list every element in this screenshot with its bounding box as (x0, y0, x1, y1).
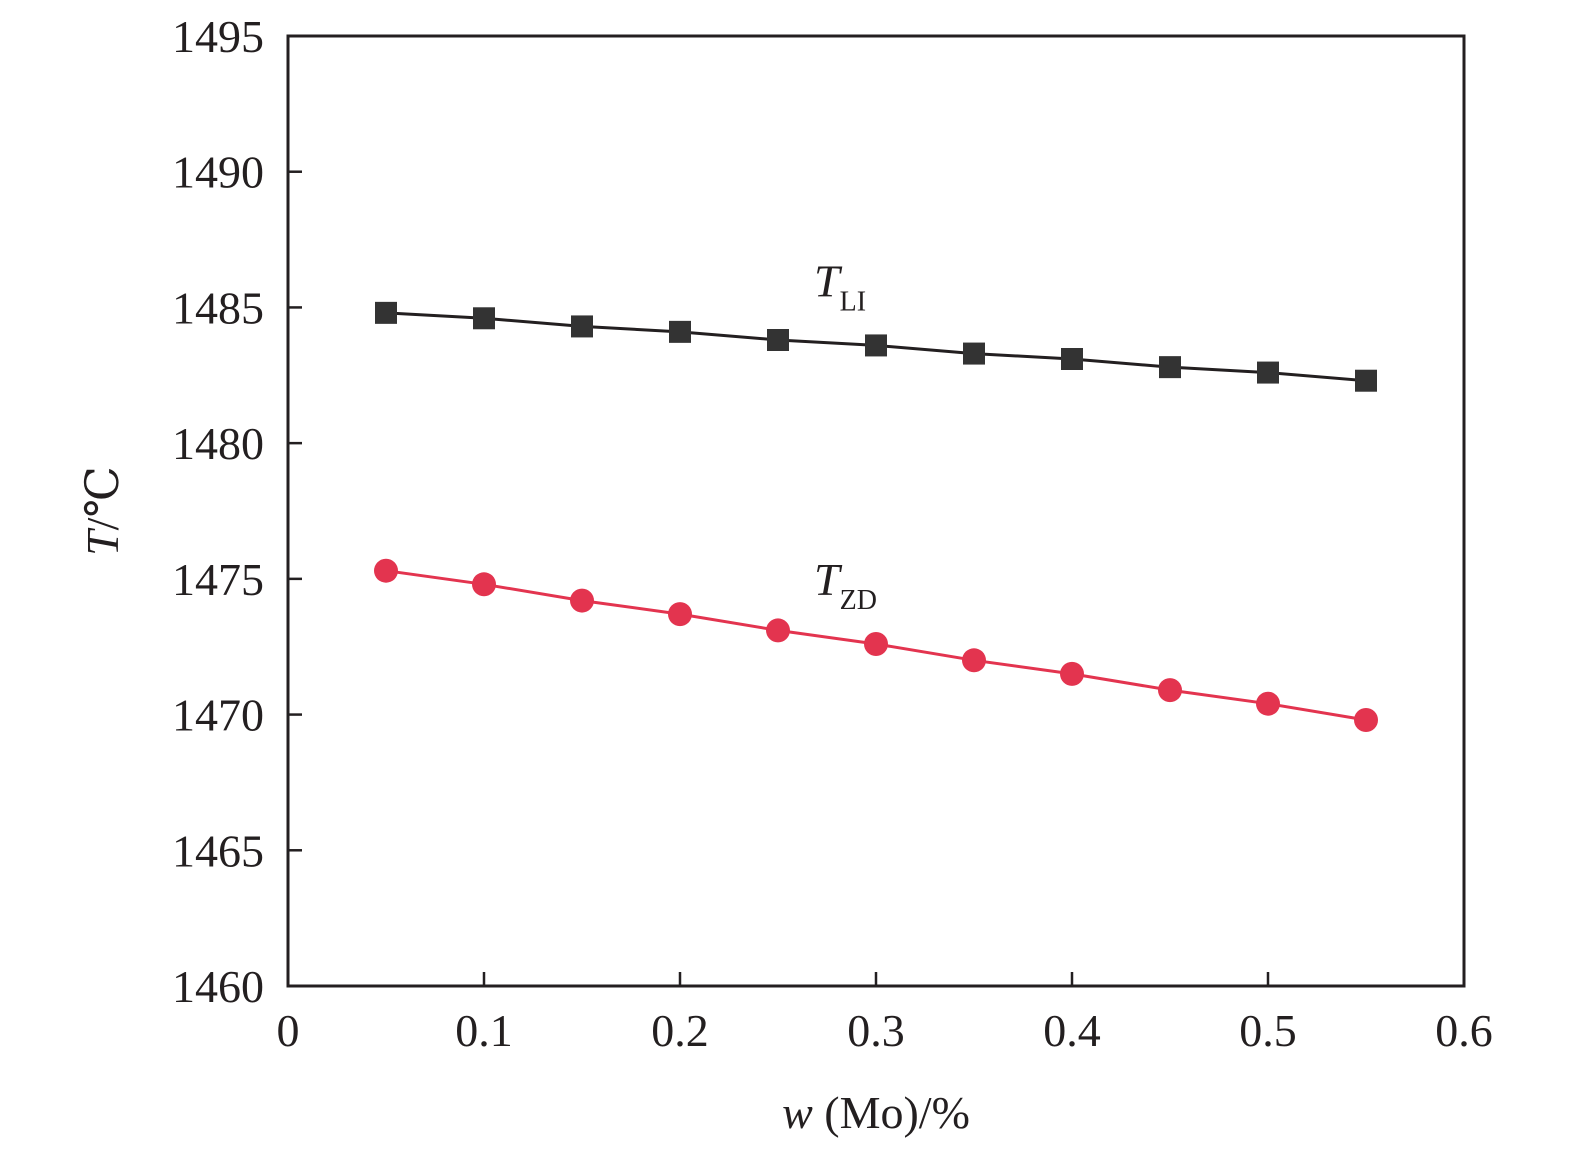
x-tick-label: 0.4 (1043, 1005, 1101, 1056)
x-axis-title: w (Mo)/% (782, 1087, 970, 1138)
x-axis-title-italic: w (782, 1087, 813, 1138)
y-axis-title-rest: /℃ (77, 466, 128, 530)
data-point (1158, 678, 1182, 703)
x-tick-label: 0 (277, 1005, 300, 1056)
x-axis: 0 0.1 0.2 0.3 0.4 0.5 0.6 (277, 972, 1493, 1056)
data-point (374, 558, 398, 583)
y-tick-label: 1460 (172, 961, 264, 1012)
data-point (963, 342, 985, 365)
y-tick-label: 1495 (172, 11, 264, 62)
data-point (668, 602, 692, 627)
x-tick-label: 0.6 (1435, 1005, 1493, 1056)
plot-frame (286, 34, 1466, 988)
y-tick-label: 1485 (172, 282, 264, 333)
data-point (472, 572, 496, 597)
y-tick-label: 1470 (172, 690, 264, 741)
x-tick-label: 0.2 (651, 1005, 709, 1056)
data-point (571, 315, 593, 338)
series-T_ZD: TZD (374, 554, 1378, 732)
data-point (962, 648, 986, 673)
data-point (767, 329, 789, 351)
y-tick-label: 1490 (172, 147, 264, 198)
series-T_LI: TLI (375, 256, 1377, 392)
x-tick-label: 0.3 (847, 1005, 905, 1056)
series-label-sub: ZD (840, 585, 877, 616)
data-point (1159, 356, 1181, 379)
x-axis-title-rest: (Mo)/% (813, 1087, 970, 1138)
data-point (669, 320, 691, 343)
series-label-main: T (814, 554, 843, 605)
data-point (1355, 369, 1377, 392)
data-point (1061, 348, 1083, 370)
data-point (375, 301, 397, 324)
data-point (1060, 661, 1084, 686)
y-axis: 1460 1465 1470 1475 1480 1485 1490 1495 (172, 11, 302, 1012)
y-tick-label: 1480 (172, 418, 264, 469)
y-axis-title: T/℃ (77, 466, 128, 556)
y-tick-label: 1465 (172, 825, 264, 876)
y-axis-title-italic: T (77, 527, 128, 556)
data-point (766, 618, 790, 643)
series-label-main: T (814, 256, 843, 307)
data-point (1354, 708, 1378, 732)
x-tick-label: 0.5 (1239, 1005, 1297, 1056)
x-tick-label: 0.1 (455, 1005, 513, 1056)
data-point (865, 334, 887, 357)
data-point (570, 588, 594, 613)
data-point (1257, 361, 1279, 384)
y-tick-label: 1475 (172, 554, 264, 605)
series-label: TLI (814, 256, 866, 318)
series-label-sub: LI (840, 287, 866, 318)
data-point (1256, 691, 1280, 716)
series-label: TZD (814, 554, 877, 616)
data-point (864, 632, 888, 656)
data-point (473, 307, 495, 330)
